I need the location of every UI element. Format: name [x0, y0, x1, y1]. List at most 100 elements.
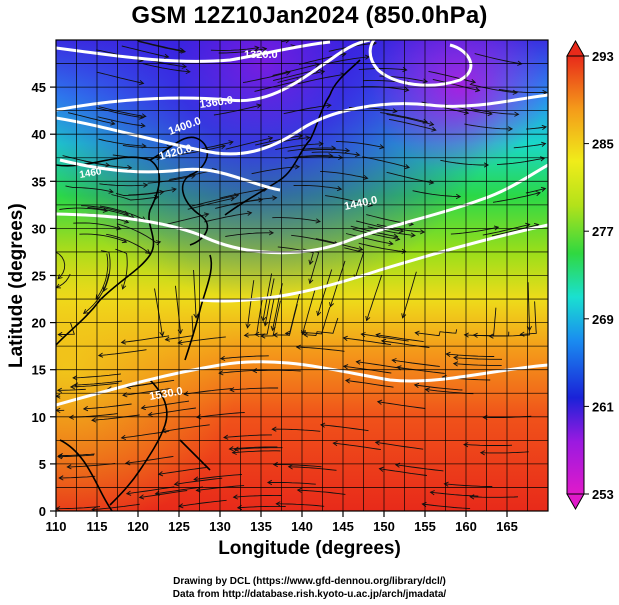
streamline: [520, 301, 537, 335]
streamline-arrow: [463, 332, 469, 338]
streamline: [219, 369, 268, 374]
height-contours: [56, 40, 548, 407]
streamline: [412, 190, 461, 198]
streamline: [196, 412, 245, 418]
streamline: [83, 273, 110, 314]
streamline-arrow: [173, 481, 180, 487]
streamline-arrow: [183, 391, 189, 397]
streamline-arrow: [141, 143, 147, 149]
streamline-arrow: [392, 108, 398, 114]
streamline: [333, 442, 381, 451]
streamline: [255, 135, 303, 146]
streamline: [96, 71, 144, 84]
streamline: [218, 48, 267, 54]
streamline: [225, 232, 274, 237]
streamline-arrow: [57, 331, 63, 338]
streamline: [317, 269, 333, 316]
streamline-arrow: [159, 331, 165, 337]
streamline: [237, 505, 286, 509]
streamline: [366, 274, 383, 321]
streamline: [148, 407, 196, 416]
streamline-arrow: [328, 153, 334, 159]
streamline: [453, 363, 502, 366]
streamline: [193, 269, 197, 318]
streamline: [91, 414, 140, 421]
x-tick-label: 165: [496, 519, 518, 534]
credit-line-1: Drawing by DCL (https://www.gfd-dennou.o…: [173, 576, 446, 587]
colorbar: 293 285 277 269 261 253: [566, 39, 614, 511]
streamline: [482, 223, 530, 236]
y-tick-label: 15: [32, 363, 46, 378]
y-tick-label: 30: [32, 221, 46, 236]
streamline: [225, 137, 273, 150]
streamline: [99, 183, 148, 187]
streamline-arrow: [266, 479, 273, 486]
streamline-arrow: [147, 411, 153, 417]
y-tick-label: 35: [32, 174, 46, 189]
streamline: [204, 212, 252, 223]
streamline: [57, 388, 86, 391]
streamline: [56, 273, 71, 289]
streamline: [267, 482, 316, 485]
y-tick-label: 5: [39, 457, 46, 472]
streamline-arrow: [223, 434, 229, 440]
streamline: [215, 198, 263, 209]
streamline-arrow: [326, 102, 332, 109]
streamline: [296, 346, 345, 352]
streamline-arrow: [82, 406, 89, 412]
streamline-arrow: [270, 325, 276, 332]
streamline-arrow: [535, 191, 542, 197]
streamline: [422, 503, 471, 510]
streamline-arrow: [120, 434, 126, 441]
colorbar-tick-label: 293: [592, 49, 614, 64]
credit-line-2: Data from http://database.rish.kyoto-u.a…: [172, 589, 447, 600]
streamline: [97, 116, 145, 127]
streamline-arrow: [376, 399, 383, 405]
streamline: [352, 228, 400, 240]
streamline-arrow: [284, 330, 290, 337]
streamline-arrow: [424, 387, 430, 393]
streamline-arrow: [121, 284, 127, 290]
streamline: [277, 70, 325, 83]
streamline-arrow: [123, 218, 130, 224]
streamline: [356, 220, 404, 232]
streamline: [496, 157, 545, 166]
streamline: [272, 63, 320, 76]
streamline-arrow: [413, 382, 420, 389]
streamline-arrow: [404, 87, 410, 93]
streamline-arrow: [102, 286, 108, 292]
x-axis-label: Longitude (degrees): [218, 538, 401, 559]
streamline-arrow: [261, 316, 267, 322]
streamline-arrow: [419, 229, 426, 235]
colorbar-tick-label: 261: [592, 399, 614, 414]
streamline-arrow: [363, 174, 369, 181]
streamline-arrow: [140, 122, 146, 129]
streamline: [65, 185, 114, 193]
streamline: [301, 149, 350, 152]
streamline: [525, 188, 546, 194]
streamline-arrow: [91, 417, 97, 423]
streamline-arrow: [344, 378, 351, 384]
streamline-arrow: [507, 126, 514, 132]
streamline-arrow: [138, 80, 145, 86]
x-tick-label: 160: [455, 519, 477, 534]
streamline: [415, 329, 458, 337]
streamline: [56, 251, 66, 280]
streamline-arrow: [428, 121, 435, 127]
streamline: [284, 155, 333, 159]
streamline-arrow: [287, 464, 293, 470]
streamline-arrow: [245, 323, 251, 329]
streamline-arrow: [193, 313, 199, 319]
streamline: [470, 108, 519, 115]
x-tick-label: 155: [414, 519, 436, 534]
streamline-arrow: [331, 145, 337, 151]
streamline-arrow: [243, 332, 249, 338]
streamline: [125, 455, 174, 464]
streamline: [58, 454, 95, 458]
streamline-arrow: [229, 196, 236, 202]
streamline: [219, 188, 268, 199]
streamline-arrow: [261, 46, 268, 52]
streamline: [480, 451, 529, 454]
streamline-arrow: [231, 449, 237, 455]
